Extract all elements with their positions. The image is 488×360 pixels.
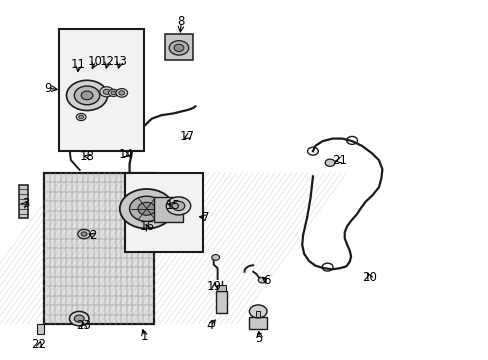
Text: 4: 4: [206, 319, 214, 332]
Circle shape: [78, 229, 90, 239]
Circle shape: [100, 87, 113, 97]
Text: 17: 17: [179, 130, 194, 143]
Bar: [249, 317, 266, 329]
Bar: [216, 285, 226, 291]
Circle shape: [249, 305, 266, 318]
Circle shape: [169, 41, 188, 55]
Bar: [59, 29, 144, 151]
Text: 5: 5: [255, 332, 263, 345]
Bar: [256, 311, 260, 317]
Bar: [165, 34, 192, 60]
Bar: [44, 173, 154, 324]
Text: 23: 23: [76, 319, 90, 332]
Text: 11: 11: [71, 58, 85, 71]
Circle shape: [74, 86, 100, 105]
Text: 13: 13: [112, 55, 127, 68]
Bar: [37, 324, 43, 334]
Circle shape: [76, 113, 86, 121]
Circle shape: [81, 232, 87, 236]
Circle shape: [166, 197, 190, 215]
Circle shape: [74, 315, 84, 322]
Text: 3: 3: [21, 197, 29, 210]
Circle shape: [79, 115, 83, 119]
Circle shape: [103, 89, 110, 94]
Text: 7: 7: [201, 211, 209, 224]
Circle shape: [129, 196, 163, 221]
Text: 9: 9: [44, 82, 52, 95]
Text: 18: 18: [80, 150, 94, 163]
Circle shape: [174, 44, 183, 51]
Circle shape: [325, 159, 334, 166]
Text: 15: 15: [166, 199, 181, 212]
Circle shape: [111, 91, 116, 95]
Circle shape: [258, 277, 265, 283]
Text: 2: 2: [89, 229, 97, 242]
Text: 8: 8: [177, 15, 184, 28]
Text: 21: 21: [332, 154, 346, 167]
Text: 12: 12: [100, 55, 115, 68]
Bar: [19, 185, 28, 218]
Circle shape: [172, 201, 184, 211]
Circle shape: [108, 89, 118, 96]
Circle shape: [81, 91, 93, 100]
Text: 19: 19: [206, 280, 221, 293]
Circle shape: [211, 255, 219, 260]
Text: 20: 20: [361, 271, 376, 284]
Text: 16: 16: [139, 220, 154, 233]
Text: 22: 22: [32, 338, 46, 351]
Circle shape: [116, 89, 127, 97]
Circle shape: [69, 311, 89, 326]
Circle shape: [119, 91, 124, 95]
Text: 6: 6: [262, 274, 270, 287]
Circle shape: [138, 202, 155, 215]
Text: 1: 1: [140, 330, 148, 343]
Text: 14: 14: [119, 148, 133, 161]
Text: 10: 10: [88, 55, 102, 68]
Circle shape: [66, 80, 107, 111]
Bar: [124, 173, 203, 252]
Bar: [154, 197, 183, 222]
Bar: [215, 291, 227, 313]
Circle shape: [120, 189, 173, 229]
